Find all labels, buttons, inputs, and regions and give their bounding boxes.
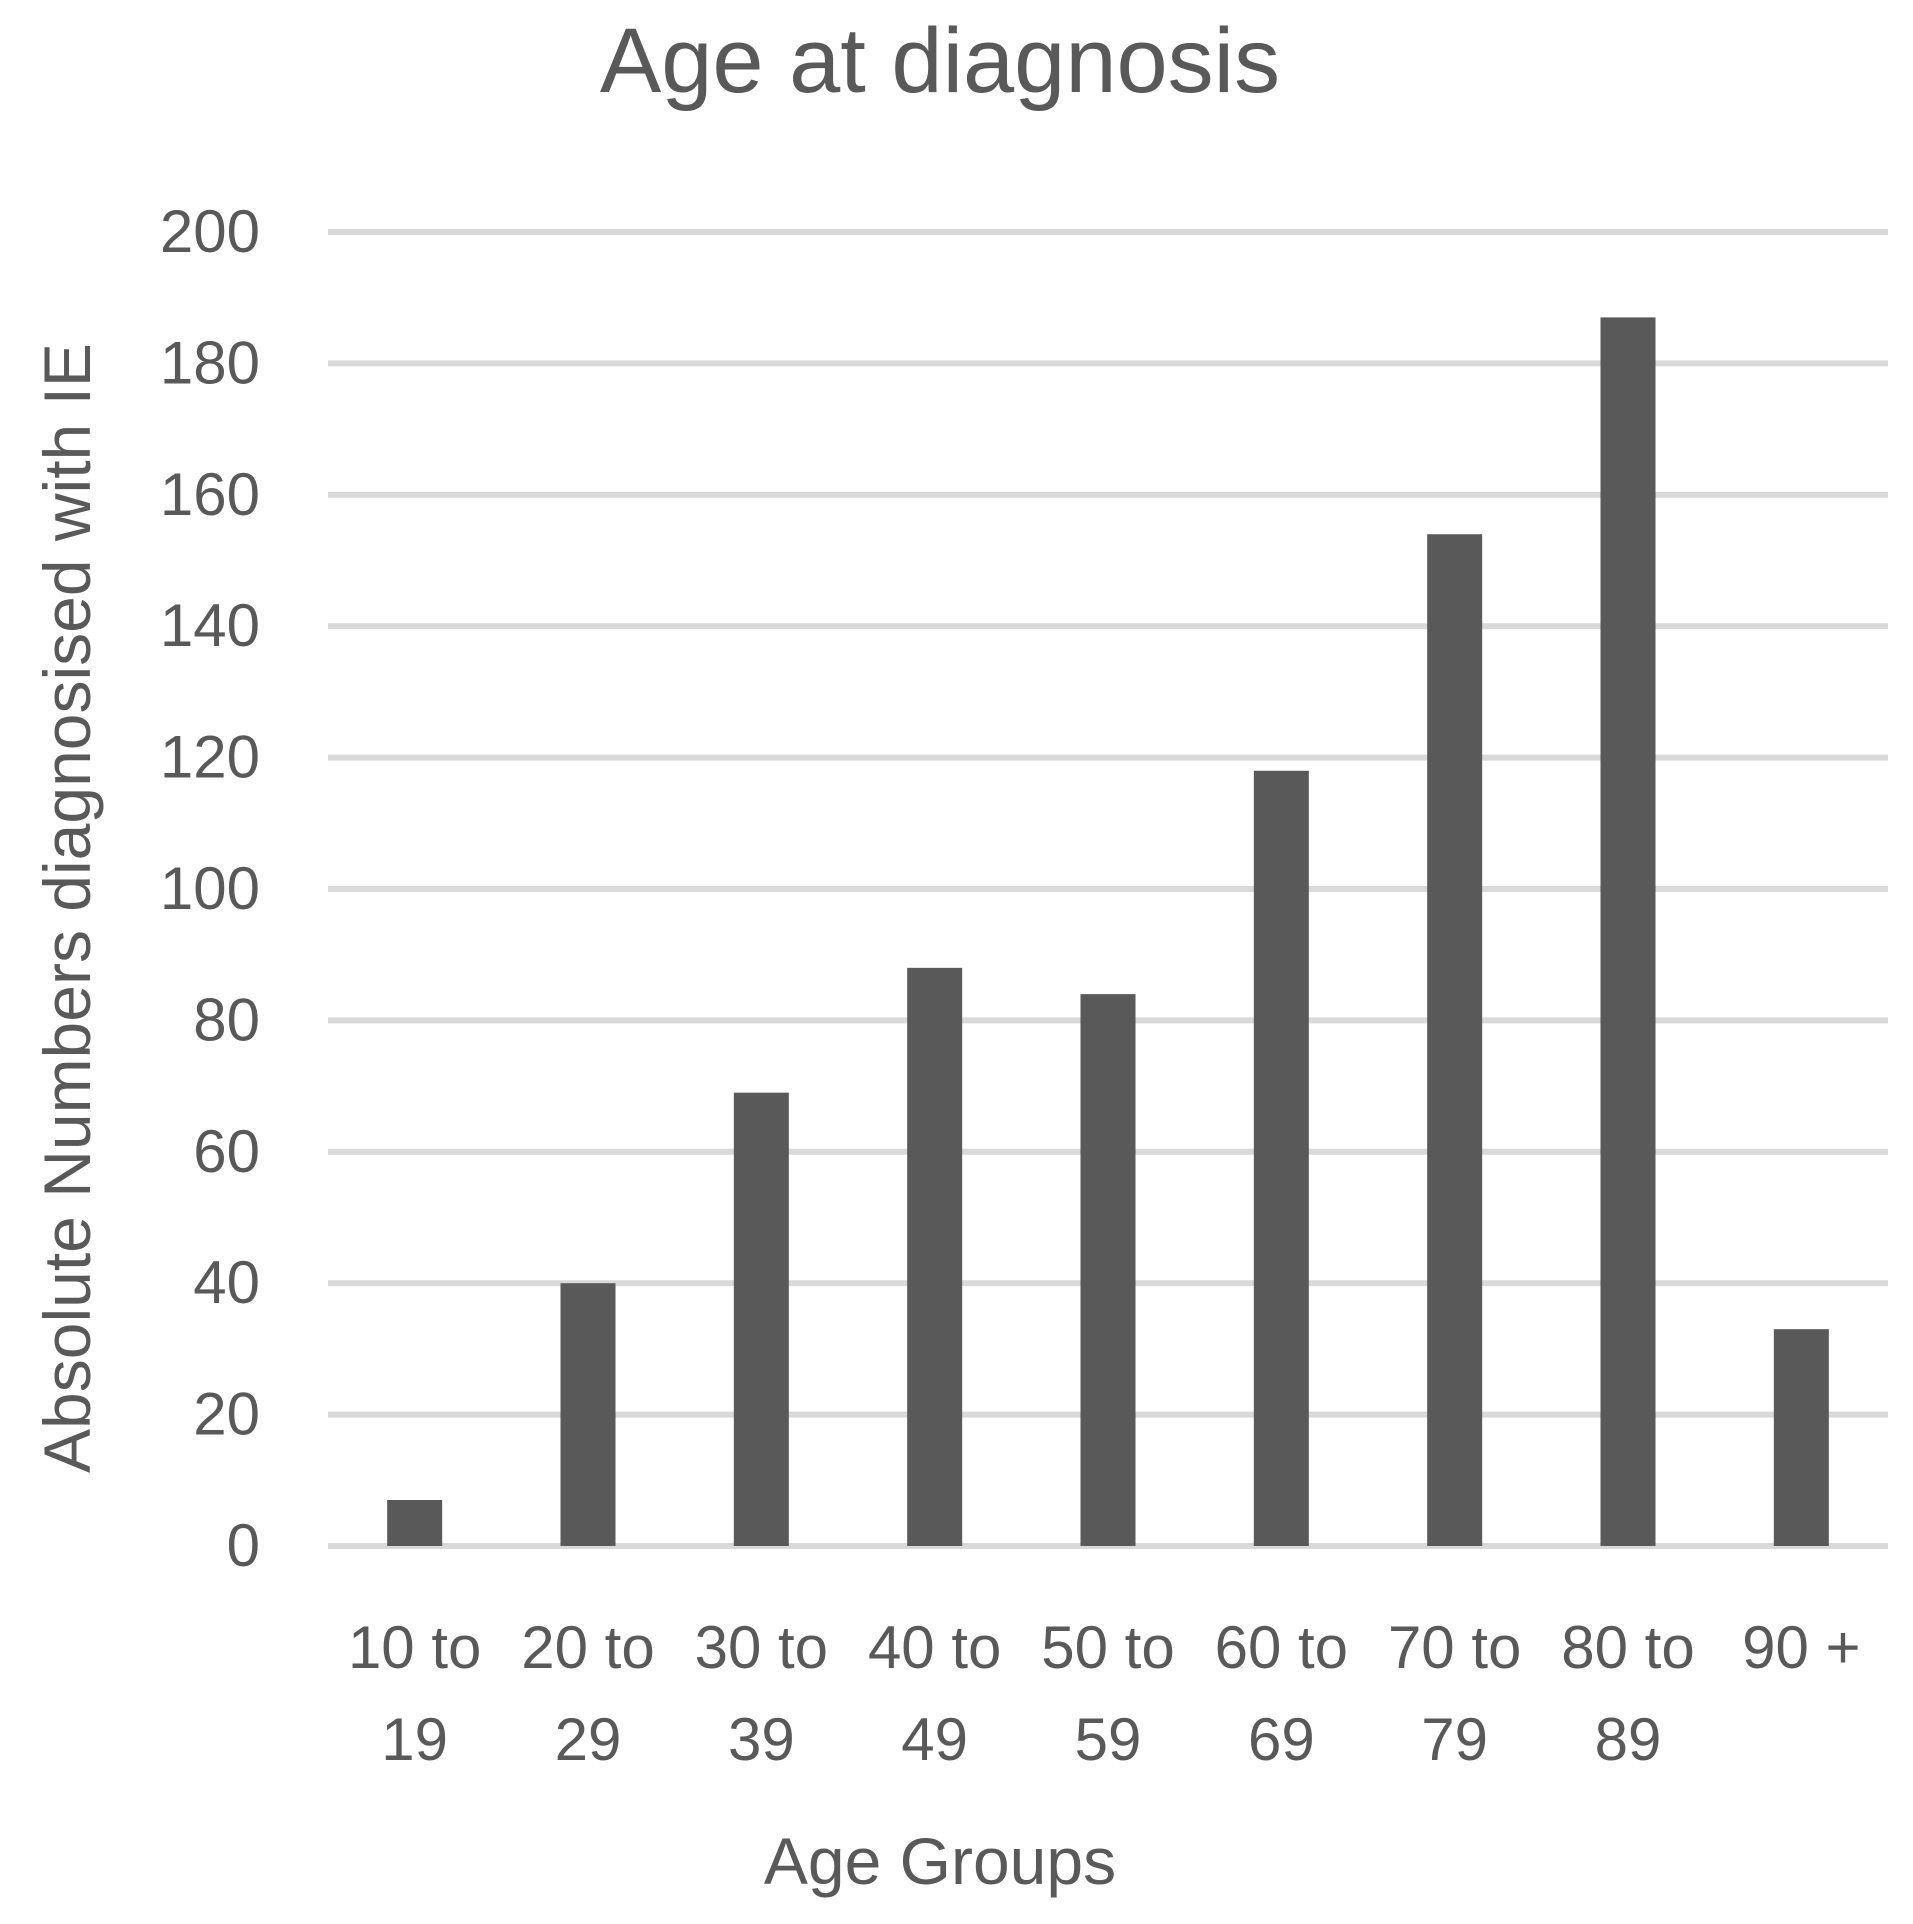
x-category-label-line: 29 <box>555 1706 622 1773</box>
x-category-label: 70 to 79 <box>1388 1614 1521 1773</box>
y-tick-label: 180 <box>160 329 260 396</box>
y-tick-label: 100 <box>160 855 260 922</box>
x-category-label-line: 60 to <box>1215 1614 1348 1681</box>
x-category-label: 80 to 89 <box>1561 1614 1694 1773</box>
x-category-label: 60 to 69 <box>1215 1614 1348 1773</box>
x-axis-title: Age Groups <box>764 1824 1116 1898</box>
x-category-label-line: 40 to <box>868 1614 1001 1681</box>
y-tick-label: 0 <box>227 1512 260 1579</box>
x-category-label-line: 89 <box>1595 1706 1662 1773</box>
y-tick-label: 160 <box>160 461 260 528</box>
bar <box>560 1283 616 1546</box>
x-category-label-line: 90 + <box>1742 1614 1860 1681</box>
bar <box>1773 1329 1829 1546</box>
bar <box>1427 534 1483 1546</box>
x-category-label-line: 19 <box>381 1706 448 1773</box>
bar <box>1253 770 1309 1546</box>
x-category-label-line: 49 <box>901 1706 968 1773</box>
y-tick-label: 140 <box>160 592 260 659</box>
x-category-label: 30 to 39 <box>695 1614 828 1773</box>
x-category-label-line: 59 <box>1075 1706 1142 1773</box>
y-tick-label: 20 <box>193 1381 260 1448</box>
y-tick-label: 80 <box>193 986 260 1053</box>
x-category-label: 20 to 29 <box>521 1614 654 1773</box>
y-axis-tick-labels: 0 20 40 60 80 100 120 140 160 180 200 <box>160 198 260 1579</box>
x-category-label-line: 20 to <box>521 1614 654 1681</box>
x-category-label-line: 10 to <box>348 1614 481 1681</box>
bars <box>387 317 1829 1546</box>
y-axis-title: Absolute Numbers diagnosised with IE <box>30 343 104 1473</box>
y-tick-label: 40 <box>193 1249 260 1316</box>
x-category-label-line: 80 to <box>1561 1614 1694 1681</box>
y-tick-label: 60 <box>193 1118 260 1185</box>
y-tick-label: 200 <box>160 198 260 265</box>
x-axis-category-labels: 10 to 19 20 to 29 30 to 39 40 to 49 50 to 59 60 to… <box>348 1614 1861 1773</box>
bar <box>733 1092 789 1546</box>
x-category-label: 90 + <box>1742 1614 1860 1681</box>
x-category-label-line: 39 <box>728 1706 795 1773</box>
x-category-label-line: 69 <box>1248 1706 1315 1773</box>
x-category-label-line: 70 to <box>1388 1614 1521 1681</box>
bar <box>387 1500 443 1546</box>
bar <box>1080 994 1136 1546</box>
x-category-label: 50 to 59 <box>1041 1614 1174 1773</box>
y-tick-label: 120 <box>160 724 260 791</box>
bar <box>907 967 963 1546</box>
x-category-label-line: 79 <box>1421 1706 1488 1773</box>
chart-title: Age at diagnosis <box>600 10 1280 112</box>
x-category-label-line: 30 to <box>695 1614 828 1681</box>
x-category-label: 10 to 19 <box>348 1614 481 1773</box>
x-category-label: 40 to 49 <box>868 1614 1001 1773</box>
bar <box>1600 317 1656 1546</box>
x-category-label-line: 50 to <box>1041 1614 1174 1681</box>
